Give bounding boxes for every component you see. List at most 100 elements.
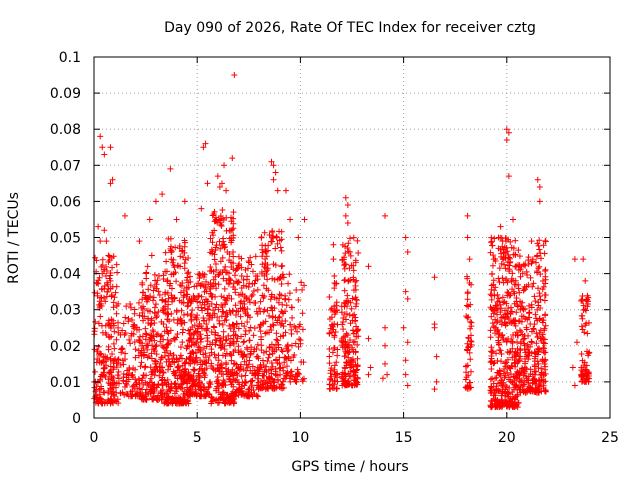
data-point bbox=[467, 338, 474, 345]
data-point bbox=[298, 279, 305, 286]
data-point bbox=[283, 356, 290, 363]
data-point bbox=[517, 347, 524, 354]
data-point bbox=[579, 326, 586, 333]
data-point bbox=[201, 299, 208, 306]
data-point bbox=[175, 363, 182, 370]
data-point bbox=[462, 363, 469, 370]
data-point bbox=[158, 332, 165, 339]
data-point bbox=[192, 382, 199, 389]
data-point bbox=[246, 337, 253, 344]
data-point bbox=[487, 291, 494, 298]
data-point bbox=[268, 370, 275, 377]
data-point bbox=[294, 366, 301, 373]
data-point bbox=[177, 344, 184, 351]
y-axis-label: ROTI / TECUs bbox=[6, 192, 22, 284]
data-point bbox=[580, 306, 587, 313]
data-point bbox=[282, 354, 289, 361]
data-point bbox=[241, 293, 248, 300]
data-point bbox=[187, 375, 194, 382]
data-point bbox=[91, 325, 98, 332]
data-point bbox=[276, 295, 283, 302]
data-point bbox=[402, 357, 409, 364]
data-point bbox=[349, 295, 356, 302]
data-point bbox=[274, 337, 281, 344]
data-point bbox=[528, 338, 535, 345]
data-point bbox=[225, 281, 232, 288]
data-point bbox=[163, 400, 170, 407]
data-point bbox=[265, 354, 272, 361]
data-point bbox=[208, 283, 215, 290]
data-point bbox=[250, 387, 257, 394]
data-point bbox=[145, 353, 152, 360]
data-point bbox=[268, 360, 275, 367]
data-point bbox=[541, 340, 548, 347]
data-point bbox=[464, 296, 471, 303]
data-point bbox=[491, 235, 498, 242]
data-point bbox=[488, 313, 495, 320]
data-point bbox=[174, 375, 181, 382]
data-point bbox=[342, 261, 349, 268]
data-point bbox=[238, 320, 245, 327]
data-point bbox=[501, 261, 508, 268]
data-point bbox=[123, 371, 130, 378]
data-point bbox=[186, 392, 193, 399]
data-point bbox=[528, 260, 535, 267]
data-point bbox=[511, 300, 518, 307]
data-point bbox=[178, 307, 185, 314]
data-point bbox=[178, 320, 185, 327]
data-point bbox=[233, 278, 240, 285]
data-point bbox=[129, 317, 136, 324]
data-point bbox=[241, 392, 248, 399]
data-point bbox=[159, 296, 166, 303]
data-point bbox=[487, 239, 494, 246]
data-point bbox=[523, 326, 530, 333]
data-point bbox=[104, 281, 111, 288]
data-point bbox=[215, 306, 222, 313]
data-point bbox=[270, 261, 277, 268]
data-point bbox=[508, 308, 515, 315]
y-tick-label: 0 bbox=[72, 411, 81, 427]
data-point bbox=[502, 399, 509, 406]
data-point bbox=[180, 254, 187, 261]
data-point bbox=[264, 276, 271, 283]
data-point bbox=[197, 357, 204, 364]
data-point bbox=[498, 358, 505, 365]
data-point bbox=[504, 348, 511, 355]
data-point bbox=[123, 381, 130, 388]
data-point bbox=[264, 247, 271, 254]
data-point bbox=[282, 375, 289, 382]
data-point bbox=[490, 310, 497, 317]
data-point bbox=[289, 304, 296, 311]
data-point bbox=[285, 280, 292, 287]
data-point bbox=[264, 307, 271, 314]
data-point bbox=[491, 287, 498, 294]
data-point bbox=[261, 293, 268, 300]
data-point bbox=[202, 354, 209, 361]
data-point bbox=[295, 234, 302, 241]
data-point bbox=[181, 243, 188, 250]
data-point bbox=[259, 249, 266, 256]
data-point bbox=[341, 353, 348, 360]
data-point bbox=[489, 306, 496, 313]
data-point bbox=[496, 371, 503, 378]
data-point bbox=[342, 339, 349, 346]
data-point bbox=[344, 303, 351, 310]
y-tick-labels: 0 0.01 0.02 0.03 0.04 0.05 0.06 0.07 0.08 0.09 0.1 bbox=[50, 50, 81, 427]
data-point bbox=[244, 364, 251, 371]
data-point bbox=[219, 206, 226, 213]
data-point bbox=[382, 342, 389, 349]
data-point bbox=[222, 300, 229, 307]
data-point bbox=[200, 144, 207, 151]
data-point bbox=[217, 258, 224, 265]
data-point bbox=[331, 273, 338, 280]
data-point bbox=[352, 257, 359, 264]
data-point bbox=[259, 253, 266, 260]
data-point bbox=[347, 277, 354, 284]
data-point bbox=[350, 267, 357, 274]
data-point bbox=[541, 325, 548, 332]
data-point bbox=[259, 261, 266, 268]
data-point bbox=[173, 278, 180, 285]
data-point bbox=[331, 362, 338, 369]
data-point bbox=[223, 227, 230, 234]
data-point bbox=[109, 350, 116, 357]
